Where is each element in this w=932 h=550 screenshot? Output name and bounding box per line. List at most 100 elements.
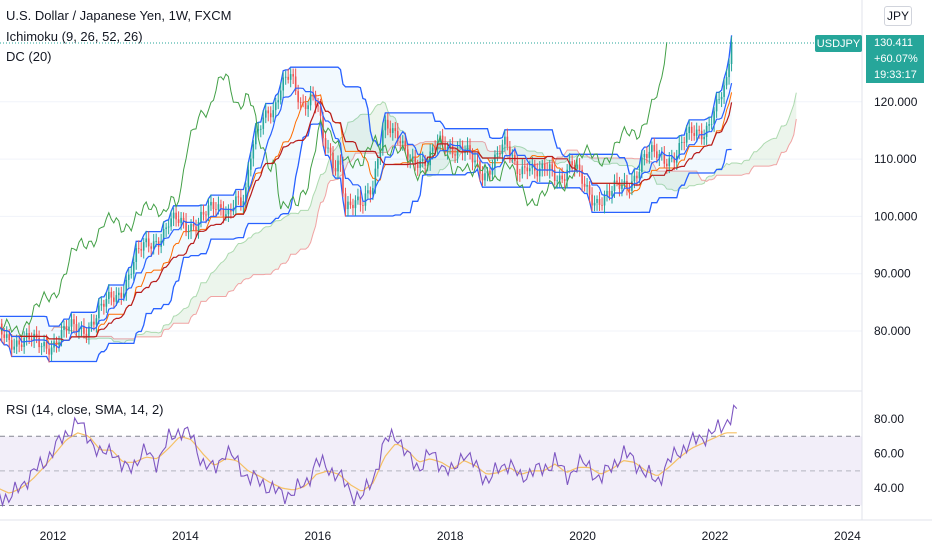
- candle-body: [573, 165, 576, 169]
- candle-body: [177, 219, 180, 223]
- candle-body: [180, 217, 182, 223]
- candle-body: [304, 102, 307, 110]
- kijun-sen: [0, 101, 733, 341]
- candle-body: [648, 151, 651, 158]
- candle-body: [683, 141, 686, 143]
- candle-body: [292, 74, 294, 77]
- candle-body: [38, 337, 40, 348]
- candle-body: [481, 173, 484, 181]
- candle-body: [130, 273, 133, 275]
- candle-body: [3, 334, 6, 338]
- candle-body: [35, 333, 38, 338]
- candle-body: [202, 211, 205, 215]
- candle-body: [212, 201, 215, 210]
- candle-body: [469, 145, 471, 153]
- time-tick-label: 2020: [569, 529, 596, 543]
- candle-body: [70, 319, 73, 327]
- rsi-axis: 40.00 60.00 80.00: [874, 412, 904, 495]
- candle-body: [197, 222, 200, 231]
- candle-body: [207, 205, 210, 216]
- candle-body: [367, 190, 369, 194]
- donchian-legend[interactable]: DC (20): [6, 49, 52, 64]
- candle-body: [661, 153, 663, 155]
- candle-body: [272, 110, 275, 118]
- candle-body: [357, 196, 359, 201]
- candle-body: [68, 326, 70, 331]
- candle-body: [387, 119, 389, 129]
- candle-body: [40, 346, 43, 348]
- time-tick-label: 2014: [172, 529, 199, 543]
- candle-body: [723, 85, 725, 97]
- candle-body: [220, 204, 222, 208]
- candle-body: [606, 190, 608, 195]
- candle-body: [598, 198, 601, 205]
- candle-body: [718, 99, 720, 101]
- candle-body: [730, 42, 733, 64]
- candle-body: [10, 340, 13, 350]
- candle-body: [618, 182, 621, 189]
- candle-body: [511, 154, 514, 156]
- rsi-legend[interactable]: RSI (14, close, SMA, 14, 2): [6, 402, 164, 417]
- rsi-pane: [0, 404, 862, 508]
- candle-body: [596, 198, 598, 203]
- candle-body: [257, 129, 260, 131]
- candle-body: [509, 146, 511, 156]
- candle-body: [80, 326, 83, 329]
- candle-body: [693, 133, 695, 136]
- candle-body: [690, 126, 693, 134]
- last-price: 130.411: [874, 37, 913, 49]
- currency-button[interactable]: JPY: [884, 6, 912, 26]
- candle-body: [628, 188, 631, 191]
- candle-body: [705, 125, 708, 137]
- candle-body: [100, 303, 103, 306]
- candle-body: [264, 110, 267, 118]
- candle-body: [656, 151, 658, 159]
- candle-body: [698, 129, 700, 131]
- candle-body: [434, 147, 436, 150]
- candle-body: [344, 193, 347, 210]
- candle-body: [695, 129, 698, 136]
- candle-body: [190, 223, 192, 232]
- last-price-box: 130.411 +60.07% 19:33:17: [866, 35, 924, 83]
- candle-body: [137, 248, 140, 250]
- candle-body: [269, 113, 272, 118]
- candle-body: [558, 175, 561, 181]
- candle-body: [125, 279, 128, 294]
- candle-body: [282, 77, 285, 91]
- candle-body: [528, 168, 531, 172]
- candle-body: [499, 152, 501, 155]
- candle-body: [83, 326, 85, 334]
- candle-body: [58, 342, 60, 345]
- candle-body: [665, 163, 668, 167]
- candle-body: [299, 102, 302, 104]
- candle-body: [471, 152, 474, 163]
- candle-body: [25, 333, 28, 338]
- candle-body: [140, 248, 143, 251]
- candle-body: [392, 128, 394, 134]
- candle-body: [110, 291, 113, 298]
- candle-body: [122, 293, 125, 298]
- candle-body: [255, 130, 257, 145]
- candle-body: [48, 348, 50, 355]
- candle-body: [474, 160, 476, 163]
- candle-body: [287, 76, 289, 80]
- candle-body: [347, 201, 349, 210]
- candle-body: [563, 179, 566, 181]
- candle-body: [210, 201, 212, 206]
- candle-body: [30, 339, 33, 341]
- candle-body: [95, 318, 98, 325]
- candle-body: [267, 110, 270, 114]
- candle-body: [50, 347, 53, 355]
- candle-body: [608, 190, 611, 196]
- candle-body: [419, 160, 421, 168]
- candle-body: [377, 158, 379, 169]
- candle-body: [531, 163, 534, 169]
- chart-title[interactable]: U.S. Dollar / Japanese Yen, 1W, FXCM: [6, 8, 232, 23]
- candle-body: [349, 201, 352, 205]
- candle-body: [429, 151, 431, 166]
- ichimoku-legend[interactable]: Ichimoku (9, 26, 52, 26): [6, 29, 143, 44]
- candle-body: [65, 325, 68, 331]
- candle-body: [685, 132, 688, 143]
- candle-body: [536, 170, 539, 177]
